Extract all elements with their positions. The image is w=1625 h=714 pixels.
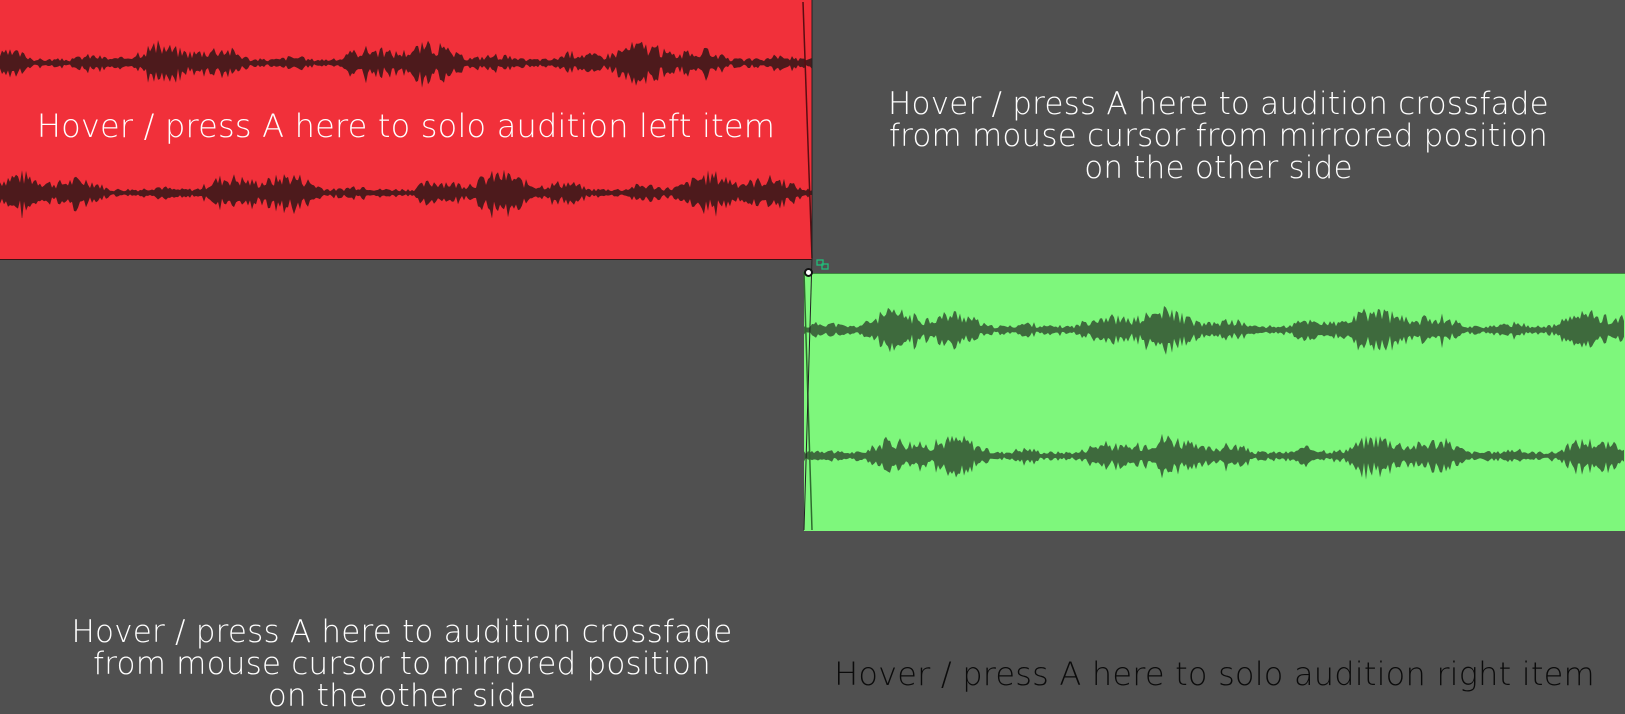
right-item-waveform-bottom xyxy=(804,433,1624,480)
waveform-shape xyxy=(0,40,812,88)
waveform-shape xyxy=(804,306,1624,355)
crossfade-zone-top-right[interactable]: Hover / press A here to audition crossfa… xyxy=(812,0,1625,273)
crossfade-zone-bottom-left[interactable]: Hover / press A here to audition crossfa… xyxy=(0,260,804,712)
right-media-item[interactable]: Hover / press A here to solo audition ri… xyxy=(804,273,1625,693)
left-item-waveform-top xyxy=(0,40,812,88)
right-item-label: Hover / press A here to solo audition ri… xyxy=(834,655,1595,693)
crossfade-zone-bottom-left-label: Hover / press A here to audition crossfa… xyxy=(71,614,733,714)
right-item-waveform-top xyxy=(804,306,1624,355)
left-item-label: Hover / press A here to solo audition le… xyxy=(36,107,776,145)
fade-handle-icon[interactable] xyxy=(804,268,813,277)
left-media-item[interactable]: Hover / press A here to solo audition le… xyxy=(0,0,812,260)
crossfade-icon[interactable] xyxy=(816,258,830,272)
waveform-shape xyxy=(804,433,1624,480)
crossfade-zone-top-right-label: Hover / press A here to audition crossfa… xyxy=(888,86,1549,186)
left-item-waveform-bottom xyxy=(0,169,812,218)
waveform-shape xyxy=(0,169,812,218)
